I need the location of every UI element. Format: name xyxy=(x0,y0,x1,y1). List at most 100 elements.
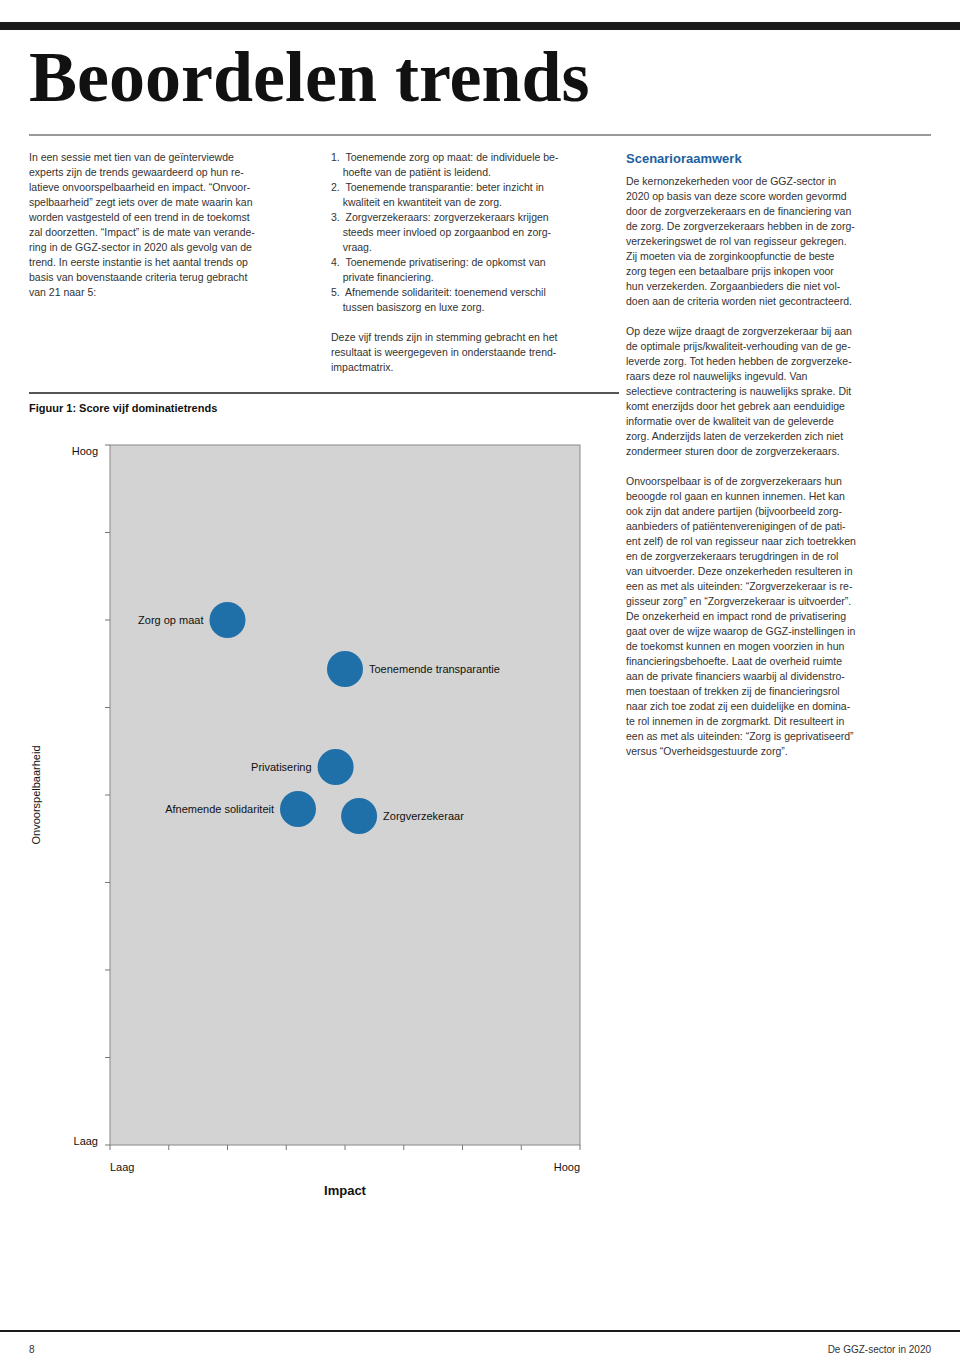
text-line: 1. Toenemende zorg op maat: de individue… xyxy=(331,150,611,165)
text-line: kwaliteit en kwantiteit van de zorg. xyxy=(331,195,611,210)
x-tick xyxy=(462,1145,463,1150)
text-line: 2020 op basis van deze score worden gevo… xyxy=(626,189,936,204)
x-tick xyxy=(227,1145,228,1150)
separator-rule xyxy=(29,392,619,394)
x-max-label: Hoog xyxy=(554,1161,580,1173)
text-line: financieringsbehoefte. Laat de overheid … xyxy=(626,654,936,669)
x-min-label: Laag xyxy=(110,1161,134,1173)
text-line: ook zijn dat andere partijen (bijvoorbee… xyxy=(626,504,936,519)
x-tick xyxy=(110,1145,111,1150)
text-line: te rol innemen in de zorgmarkt. Dit resu… xyxy=(626,714,936,729)
paragraph: 1. Toenemende zorg op maat: de individue… xyxy=(331,150,611,315)
text-line: 3. Zorgverzekeraars: zorgverzekeraars kr… xyxy=(331,210,611,225)
text-line: trend. In eerste instantie is het aantal… xyxy=(29,255,309,270)
x-tick xyxy=(168,1145,169,1150)
text-line: hoefte van de patiënt is leidend. xyxy=(331,165,611,180)
text-line: Op deze wijze draagt de zorgverzekeraar … xyxy=(626,324,936,339)
text-line: gaat over de wijze waarop de GGZ-instell… xyxy=(626,624,936,639)
point-label: Privatisering xyxy=(251,761,312,773)
top-bar xyxy=(0,22,960,30)
text-line: worden vastgesteld of een trend in de to… xyxy=(29,210,309,225)
text-line: door de zorgverzekeraars en de financier… xyxy=(626,204,936,219)
text-line: zal doorzetten. “Impact” is de mate van … xyxy=(29,225,309,240)
text-line: men toestaan of trekken zij de financier… xyxy=(626,684,936,699)
text-line: de toekomst kunnen en mogen voorzien in … xyxy=(626,639,936,654)
point xyxy=(341,798,377,834)
paragraph: Onvoorspelbaar is of de zorgverzekeraars… xyxy=(626,474,936,759)
text-line: basis van bovenstaande criteria terug ge… xyxy=(29,270,309,285)
text-line: naar zich toe zodat zij een duidelijke e… xyxy=(626,699,936,714)
text-line: de zorg. De zorgverzekeraars hebben in d… xyxy=(626,219,936,234)
text-line: leverde zorg. Tot heden hebben de zorgve… xyxy=(626,354,936,369)
footer-text: De GGZ-sector in 2020 xyxy=(828,1344,931,1355)
text-line: steeds meer invloed op zorgaanbod en zor… xyxy=(331,225,611,240)
text-line: 5. Afnemende solidariteit: toenemend ver… xyxy=(331,285,611,300)
text-line: selectieve contractering is nauwelijks s… xyxy=(626,384,936,399)
text-line: aanbieders of patiëntenverenigingen of d… xyxy=(626,519,936,534)
point-label: Afnemende solidariteit xyxy=(165,803,274,815)
y-tick xyxy=(105,445,110,446)
paragraph: De kernonzekerheden voor de GGZ-sector i… xyxy=(626,174,936,309)
text-line: De onzekerheid en impact rond de privati… xyxy=(626,609,936,624)
text-line: spelbaarheid” zegt iets over de mate waa… xyxy=(29,195,309,210)
text-line: doen aan de criteria worden niet gecontr… xyxy=(626,294,936,309)
text-line: Onvoorspelbaar is of de zorgverzekeraars… xyxy=(626,474,936,489)
page-title: Beoordelen trends xyxy=(29,36,590,119)
text-line: In een sessie met tien van de geïntervie… xyxy=(29,150,309,165)
text-column: 1. Toenemende zorg op maat: de individue… xyxy=(331,150,611,390)
text-line: ent zelf) de rol van regisseur naar zich… xyxy=(626,534,936,549)
text-line: aan de private financiers waarbij al div… xyxy=(626,669,936,684)
y-tick xyxy=(105,882,110,883)
x-tick xyxy=(580,1145,581,1150)
points xyxy=(210,602,378,834)
text-line: zorg tegen een betaalbare prijs inkopen … xyxy=(626,264,936,279)
y-tick xyxy=(105,707,110,708)
point xyxy=(210,602,246,638)
text-line: latieve onvoorspelbaarheid en impact. “O… xyxy=(29,180,309,195)
text-line: 2. Toenemende transparantie: beter inzic… xyxy=(331,180,611,195)
x-axis-label: Impact xyxy=(324,1183,367,1198)
y-tick xyxy=(105,1057,110,1058)
y-tick xyxy=(105,532,110,533)
point-label: Zorg op maat xyxy=(138,614,203,626)
y-tick xyxy=(105,970,110,971)
text-line: resultaat is weergegeven in onderstaande… xyxy=(331,345,611,360)
text-line: en de zorgverzekeraars terugdringen in d… xyxy=(626,549,936,564)
text-line: ring in de GGZ-sector in 2020 als gevolg… xyxy=(29,240,309,255)
text-line: een as met als uiteinden: “Zorg is gepri… xyxy=(626,729,936,744)
x-tick xyxy=(286,1145,287,1150)
y-tick xyxy=(105,1145,110,1146)
text-line: gisseur zorg” en “Zorgverzekeraar is uit… xyxy=(626,594,936,609)
text-line: van 21 naar 5: xyxy=(29,285,309,300)
x-tick xyxy=(345,1145,346,1150)
text-line: raars deze rol nauwelijks ingevuld. Van xyxy=(626,369,936,384)
point xyxy=(327,651,363,687)
text-line: 4. Toenemende privatisering: de opkomst … xyxy=(331,255,611,270)
text-line: impactmatrix. xyxy=(331,360,611,375)
text-column: In een sessie met tien van de geïntervie… xyxy=(29,150,309,315)
text-line: beoogde rol gaan en kunnen innemen. Het … xyxy=(626,489,936,504)
point-label: Zorgverzekeraar xyxy=(383,810,464,822)
text-line: verzekeringswet de rol van regisseur gek… xyxy=(626,234,936,249)
page-number: 8 xyxy=(29,1344,35,1355)
text-line: Deze vijf trends zijn in stemming gebrac… xyxy=(331,330,611,345)
text-column: ScenarioraamwerkDe kernonzekerheden voor… xyxy=(626,150,936,774)
text-line: informatie over de kwaliteit van de gele… xyxy=(626,414,936,429)
point xyxy=(280,791,316,827)
figure-title: Figuur 1: Score vijf dominatietrends xyxy=(29,402,217,414)
text-line: de optimale prijs/kwaliteit-verhouding v… xyxy=(626,339,936,354)
paragraph: Deze vijf trends zijn in stemming gebrac… xyxy=(331,330,611,375)
text-line: private financiering. xyxy=(331,270,611,285)
y-max-label: Hoog xyxy=(72,445,98,457)
y-min-label: Laag xyxy=(74,1135,98,1147)
paragraph: Op deze wijze draagt de zorgverzekeraar … xyxy=(626,324,936,459)
text-line: vraag. xyxy=(331,240,611,255)
text-line: Zij moeten via de zorginkoopfunctie de b… xyxy=(626,249,936,264)
paragraph: In een sessie met tien van de geïntervie… xyxy=(29,150,309,300)
text-line: versus “Overheidsgestuurde zorg”. xyxy=(626,744,936,759)
text-line: komt enerzijds door het gebrek aan eendu… xyxy=(626,399,936,414)
y-tick xyxy=(105,795,110,796)
text-line: experts zijn de trends gewaardeerd op hu… xyxy=(29,165,309,180)
y-tick xyxy=(105,620,110,621)
text-line: De kernonzekerheden voor de GGZ-sector i… xyxy=(626,174,936,189)
